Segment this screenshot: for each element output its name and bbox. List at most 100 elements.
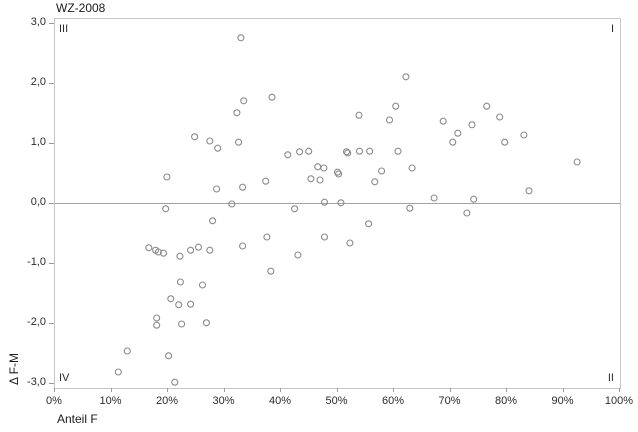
x-tick-label: 60% <box>381 395 405 407</box>
x-tick-label: 20% <box>155 395 179 407</box>
data-point[interactable] <box>123 347 131 355</box>
data-point[interactable] <box>114 368 122 376</box>
x-tick-mark <box>167 388 168 392</box>
data-point[interactable] <box>470 195 478 203</box>
data-point[interactable] <box>206 137 214 145</box>
data-point[interactable] <box>214 144 222 152</box>
data-point[interactable] <box>202 319 210 327</box>
data-point[interactable] <box>449 138 457 146</box>
data-point[interactable] <box>394 147 402 155</box>
data-point[interactable] <box>355 147 364 155</box>
data-point[interactable] <box>305 147 313 155</box>
data-point[interactable] <box>430 194 438 202</box>
y-tick-label: 0,0 <box>30 196 46 208</box>
data-point[interactable] <box>371 178 379 186</box>
x-tick-label: 80% <box>494 395 518 407</box>
data-point[interactable] <box>291 205 299 213</box>
data-point[interactable] <box>233 109 241 117</box>
data-point[interactable] <box>153 314 161 322</box>
data-point[interactable] <box>366 147 374 155</box>
data-point[interactable] <box>385 116 394 124</box>
data-point[interactable] <box>176 252 184 260</box>
data-point[interactable] <box>194 243 203 251</box>
x-tick-label: 100% <box>604 395 634 407</box>
data-point[interactable] <box>162 205 170 213</box>
y-tick-mark <box>49 323 54 324</box>
data-point[interactable] <box>439 117 447 125</box>
data-point[interactable] <box>213 185 221 193</box>
data-point[interactable] <box>342 148 351 156</box>
data-point[interactable] <box>483 102 491 110</box>
y-tick-label: 2,0 <box>30 76 46 88</box>
data-point[interactable] <box>406 204 414 212</box>
data-point[interactable] <box>346 239 354 247</box>
data-point[interactable] <box>316 176 324 184</box>
data-point[interactable] <box>284 151 292 159</box>
x-tick-mark <box>449 388 451 392</box>
data-point[interactable] <box>496 113 504 121</box>
y-tick-mark <box>49 203 54 204</box>
data-point[interactable] <box>307 175 315 183</box>
data-point[interactable] <box>153 321 161 329</box>
data-point[interactable] <box>573 158 581 166</box>
y-tick-mark <box>49 83 54 84</box>
data-point[interactable] <box>378 167 386 175</box>
data-point[interactable] <box>392 102 400 110</box>
data-point[interactable] <box>501 138 509 146</box>
data-point[interactable] <box>294 251 302 259</box>
data-point[interactable] <box>520 131 528 139</box>
y-tick-label: -3,0 <box>27 376 46 388</box>
data-point[interactable] <box>167 295 175 303</box>
data-point[interactable] <box>206 246 214 254</box>
data-point[interactable] <box>454 129 462 137</box>
data-point[interactable] <box>237 34 245 42</box>
data-point[interactable] <box>235 138 243 146</box>
x-tick-mark <box>223 388 225 392</box>
x-tick-mark <box>280 388 281 392</box>
data-point[interactable] <box>408 164 416 172</box>
data-point[interactable] <box>191 133 199 141</box>
data-point[interactable] <box>468 121 476 129</box>
data-point[interactable] <box>228 200 236 208</box>
data-point[interactable] <box>171 378 179 386</box>
data-point[interactable] <box>198 281 207 289</box>
data-point[interactable] <box>176 278 184 286</box>
data-point[interactable] <box>178 320 186 328</box>
data-point[interactable] <box>165 352 173 360</box>
data-point[interactable] <box>337 199 345 207</box>
x-tick-label: 50% <box>325 395 348 407</box>
data-point[interactable] <box>268 93 276 101</box>
data-point[interactable] <box>239 183 247 191</box>
data-point[interactable] <box>463 209 471 217</box>
data-point[interactable] <box>402 73 410 81</box>
data-point[interactable] <box>314 163 322 171</box>
data-point[interactable] <box>525 187 533 195</box>
data-point[interactable] <box>187 300 195 308</box>
data-point[interactable] <box>159 249 168 257</box>
data-point[interactable] <box>209 217 217 225</box>
data-point[interactable] <box>320 198 329 206</box>
data-point[interactable] <box>239 242 247 250</box>
data-point[interactable] <box>365 220 373 228</box>
data-point[interactable] <box>335 170 343 178</box>
data-point[interactable] <box>355 111 363 119</box>
y-tick-label: -1,0 <box>27 256 46 268</box>
data-point[interactable] <box>320 164 328 172</box>
quadrant-label-4: IV <box>59 372 70 384</box>
data-point[interactable] <box>175 301 183 309</box>
data-point[interactable] <box>344 149 352 157</box>
data-point[interactable] <box>187 246 195 254</box>
data-point[interactable] <box>145 244 153 252</box>
plot-area[interactable]: III I IV II <box>54 18 621 389</box>
x-tick-mark <box>506 388 507 392</box>
y-axis-label: Δ F-M <box>7 352 21 385</box>
data-point[interactable] <box>296 148 304 156</box>
data-point[interactable] <box>163 173 171 181</box>
data-point[interactable] <box>267 267 275 275</box>
data-point[interactable] <box>154 248 162 256</box>
x-tick-label: 30% <box>212 395 235 407</box>
data-point[interactable] <box>240 97 248 105</box>
data-point[interactable] <box>263 233 271 241</box>
data-point[interactable] <box>320 233 329 241</box>
data-point[interactable] <box>262 177 270 185</box>
